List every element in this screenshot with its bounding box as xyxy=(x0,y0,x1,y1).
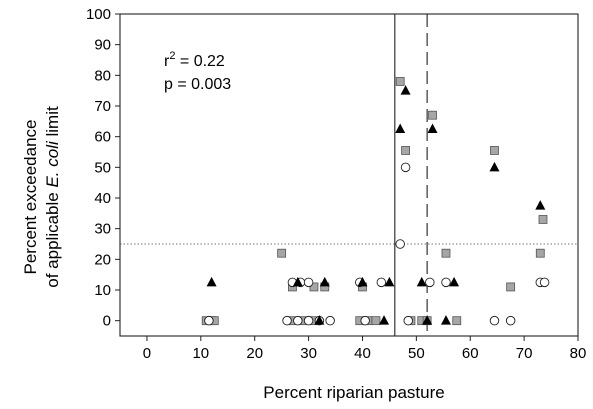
data-point-triangle xyxy=(379,315,390,325)
data-point-circle xyxy=(293,315,303,326)
data-point-triangle xyxy=(319,276,330,287)
data-point-circle xyxy=(325,315,335,326)
y-tick-label: 80 xyxy=(94,67,111,84)
data-point-circle xyxy=(403,315,414,326)
data-point-circle xyxy=(400,162,411,173)
data-point-triangle xyxy=(440,315,451,325)
data-point-circle xyxy=(282,315,292,326)
data-point-triangle xyxy=(206,276,217,287)
x-tick-label: 20 xyxy=(246,345,263,362)
data-point-triangle xyxy=(314,315,325,325)
y-axis-title-line1: Percent exceedance xyxy=(21,120,40,275)
y-tick-label: 50 xyxy=(94,159,111,176)
r-squared-annotation: r2 = 0.22 xyxy=(164,50,225,70)
data-point-square xyxy=(401,146,410,155)
data-point-circle xyxy=(360,315,370,326)
x-tick-label: 50 xyxy=(408,345,425,362)
y-tick-label: 20 xyxy=(94,251,111,268)
x-tick-label: 80 xyxy=(570,345,587,362)
data-point-square xyxy=(277,248,287,258)
x-tick-label: 40 xyxy=(354,345,371,362)
data-point-circle xyxy=(303,315,314,326)
data-point-square xyxy=(452,316,462,326)
data-point-circle xyxy=(303,277,314,288)
data-point-triangle xyxy=(535,200,546,210)
y-tick-label: 0 xyxy=(103,313,111,330)
data-point-triangle xyxy=(422,315,433,325)
data-point-square xyxy=(506,282,516,292)
tick-labels: 0 10 20 30 40 50 60 70 80 0 10 20 30 40 50 60 70 80 90 100 xyxy=(86,6,586,362)
data-point-square xyxy=(538,215,548,224)
data-point-square xyxy=(441,248,451,258)
data-point-square xyxy=(490,146,499,155)
data-point-circle xyxy=(376,277,387,288)
y-tick-label: 40 xyxy=(94,190,111,207)
plot-frame xyxy=(119,13,579,337)
y-tick-label: 60 xyxy=(94,129,111,146)
data-point-triangle xyxy=(357,276,368,287)
data-point-circle xyxy=(441,277,451,288)
data-point-square xyxy=(395,77,405,86)
x-tick-label: 10 xyxy=(192,345,209,362)
x-tick-label: 60 xyxy=(462,345,479,362)
data-point-triangle xyxy=(384,276,395,287)
data-point-triangle xyxy=(449,276,460,287)
axes xyxy=(115,13,579,341)
r-squared-superscript: 2 xyxy=(169,50,175,62)
y-axis-title: Percent exceedance of applicable E. coli… xyxy=(21,106,62,288)
p-value-annotation: p = 0.003 xyxy=(164,76,231,93)
y-tick-label: 10 xyxy=(94,282,111,299)
data-point-circle xyxy=(539,277,550,288)
data-point-circle xyxy=(489,315,500,326)
data-point-circle xyxy=(505,315,516,326)
data-point-circle xyxy=(395,239,405,249)
data-point-square xyxy=(371,316,381,326)
y-tick-label: 30 xyxy=(94,221,111,238)
data-point-triangle xyxy=(400,85,411,95)
data-point-square xyxy=(428,110,437,120)
y-tick-label: 90 xyxy=(94,37,111,54)
data-point-triangle xyxy=(292,276,303,287)
y-tick-label: 70 xyxy=(94,98,111,115)
x-tick-label: 0 xyxy=(143,345,151,362)
data-point-circle xyxy=(425,277,435,288)
x-axis-title: Percent riparian pasture xyxy=(263,383,444,402)
data-point-triangle xyxy=(489,161,500,172)
data-point-triangle xyxy=(427,123,438,133)
data-point-circle xyxy=(204,315,214,326)
y-tick-label: 100 xyxy=(86,6,111,23)
data-point-triangle xyxy=(395,123,406,133)
data-point-triangle xyxy=(416,276,427,287)
x-tick-label: 30 xyxy=(300,345,317,362)
data-point-square xyxy=(309,282,319,292)
y-axis-title-line2: of applicable E. coli limit xyxy=(43,106,62,288)
x-tick-label: 70 xyxy=(516,345,533,362)
data-point-square xyxy=(535,248,545,258)
data-points xyxy=(201,77,550,326)
